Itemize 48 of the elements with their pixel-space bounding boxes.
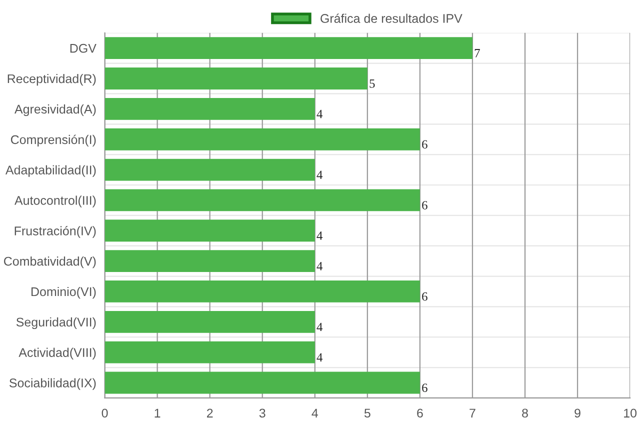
y-tick-label: Autocontrol(III) <box>14 196 96 208</box>
bar <box>104 341 315 364</box>
y-tick-label: DGV <box>70 44 96 53</box>
x-tick-label: 0 <box>102 408 108 418</box>
bar <box>104 68 368 90</box>
x-tick-label: 1 <box>154 408 160 418</box>
bar <box>104 37 472 60</box>
y-tick-label: Adaptabilidad(II) <box>5 165 96 177</box>
data-label: 4 <box>316 353 323 362</box>
x-tick-label: 5 <box>364 408 370 418</box>
data-label: 6 <box>422 201 428 210</box>
x-tick-label: 4 <box>312 408 318 418</box>
data-label: 4 <box>316 170 323 179</box>
y-tick-label: Sociabilidad(IX) <box>9 378 96 390</box>
data-label: 6 <box>422 140 428 149</box>
data-label: 5 <box>370 79 375 88</box>
y-tick-label: Actividad(VIII) <box>18 348 96 360</box>
bar <box>104 310 315 333</box>
bar <box>104 220 315 242</box>
legend-label: Gráfica de resultados IPV <box>320 14 462 23</box>
bar <box>104 98 315 120</box>
data-label: 4 <box>316 110 323 118</box>
bar <box>104 128 420 150</box>
data-label: 6 <box>422 384 428 392</box>
bar <box>104 250 315 272</box>
data-label: 4 <box>316 232 323 240</box>
y-tick-label: Seguridad(VII) <box>16 317 96 330</box>
bar <box>104 280 420 302</box>
bar <box>104 372 420 394</box>
x-tick-label: 8 <box>522 408 528 418</box>
x-tick-label: 6 <box>417 408 423 418</box>
y-tick-label: Combatividad(V) <box>4 256 96 268</box>
y-tick-label: Receptividad(R) <box>8 74 96 86</box>
x-tick-label: 2 <box>207 408 213 418</box>
bar <box>104 189 420 212</box>
y-tick-label: Dominio(VI) <box>32 286 96 299</box>
x-tick-label: 3 <box>259 408 266 418</box>
y-tick-label: Frustración(IV) <box>14 226 96 238</box>
y-tick-label: Comprensión(I) <box>10 134 96 147</box>
bar <box>104 158 315 181</box>
data-label: 7 <box>474 49 480 58</box>
x-tick-label: 10 <box>624 408 637 418</box>
x-tick-label: 9 <box>574 408 580 418</box>
data-label: 6 <box>422 292 428 301</box>
y-tick-label: Agresividad(A) <box>14 104 96 116</box>
data-label: 4 <box>316 262 323 270</box>
x-tick-label: 7 <box>470 408 476 418</box>
data-label: 4 <box>316 322 323 332</box>
